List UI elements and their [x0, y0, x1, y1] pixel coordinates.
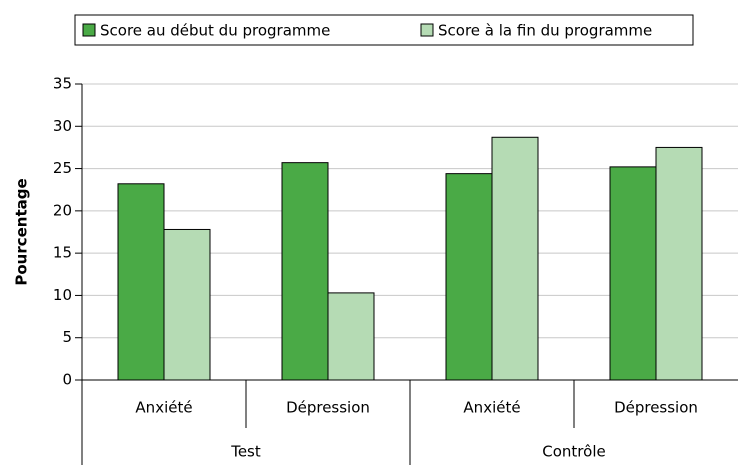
legend-label: Score au début du programme — [100, 22, 330, 40]
bar — [327, 292, 375, 381]
bar — [609, 166, 657, 381]
y-tick-label: 15 — [53, 244, 72, 262]
group-label: Test — [230, 443, 261, 461]
legend-swatch — [420, 23, 434, 37]
bar — [491, 136, 539, 381]
legend-swatch — [82, 23, 96, 37]
group-label: Contrôle — [542, 443, 605, 461]
x-tick-label: Anxiété — [135, 399, 192, 417]
x-tick-label: Anxiété — [463, 399, 520, 417]
bar — [445, 173, 493, 381]
bar — [117, 183, 165, 381]
y-tick-label: 5 — [62, 328, 72, 346]
y-tick-label: 25 — [53, 159, 72, 177]
x-tick-label: Dépression — [286, 399, 370, 417]
y-tick-label: 35 — [53, 75, 72, 93]
legend-label: Score à la fin du programme — [438, 22, 652, 40]
x-tick-label: Dépression — [614, 399, 698, 417]
y-tick-label: 0 — [62, 371, 72, 389]
bar — [281, 162, 329, 381]
y-axis-label: Pourcentage — [13, 178, 31, 285]
y-tick-label: 30 — [53, 117, 72, 135]
bar — [655, 146, 703, 381]
bar — [163, 228, 211, 381]
legend-box — [74, 14, 694, 46]
y-tick-label: 20 — [53, 201, 72, 219]
y-tick-label: 10 — [53, 286, 72, 304]
